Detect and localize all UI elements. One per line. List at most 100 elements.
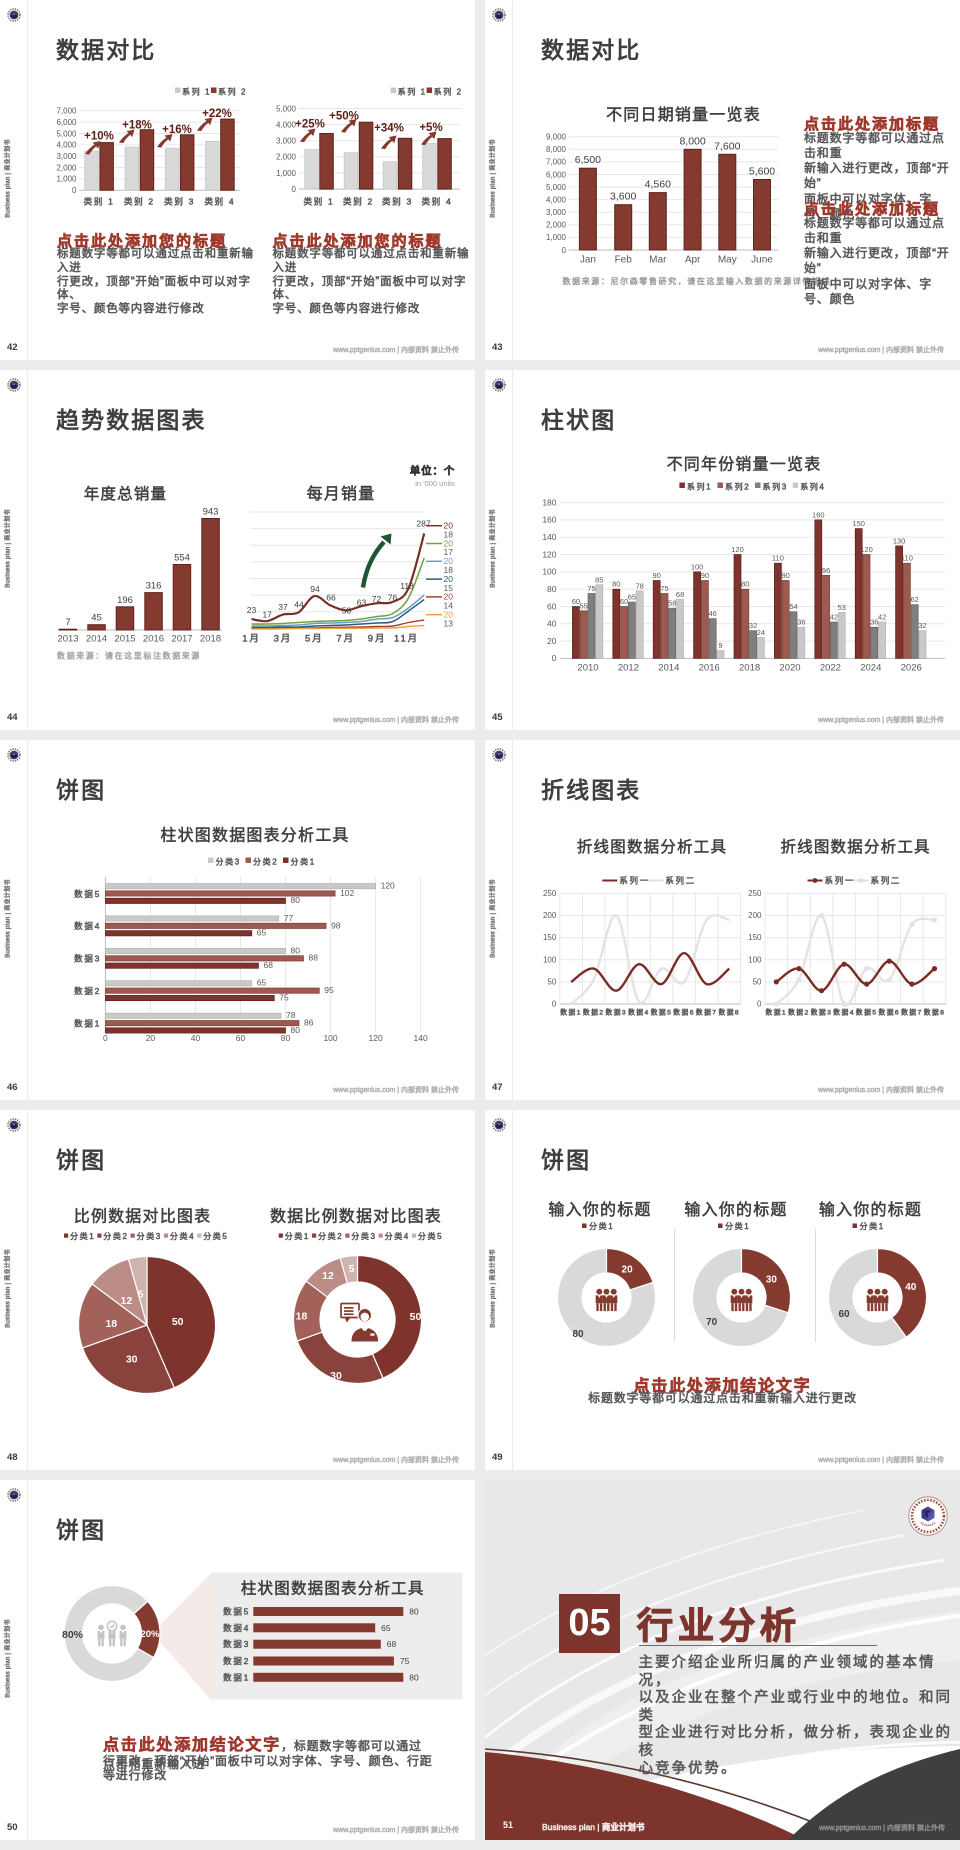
svg-text:3月: 3月 (274, 634, 293, 645)
svg-text:17: 17 (444, 547, 454, 557)
svg-text:0: 0 (103, 1033, 108, 1043)
svg-text:50: 50 (342, 606, 352, 616)
svg-text:2018: 2018 (200, 634, 221, 645)
svg-text:数据7: 数据7 (696, 1008, 718, 1017)
svg-text:系列4: 系列4 (800, 482, 825, 492)
svg-text:分类1: 分类1 (70, 1231, 95, 1241)
svg-text:100: 100 (691, 562, 704, 571)
svg-text:数据1: 数据1 (560, 1008, 582, 1017)
svg-text:类别 4: 类别 4 (422, 197, 453, 207)
svg-text:5: 5 (138, 1289, 144, 1301)
svg-text:比例数据对比图表: 比例数据对比图表 (74, 1208, 212, 1226)
svg-text:45: 45 (91, 613, 102, 624)
svg-text:3,600: 3,600 (610, 191, 636, 203)
svg-text:3,000: 3,000 (546, 208, 567, 217)
svg-text:0: 0 (552, 653, 557, 663)
svg-text:196: 196 (117, 595, 133, 606)
svg-text:18: 18 (296, 1311, 308, 1323)
svg-text:分类1: 分类1 (285, 1231, 310, 1241)
svg-text:数据1: 数据1 (766, 1008, 788, 1017)
svg-text:90: 90 (701, 571, 709, 580)
svg-text:分类2: 分类2 (103, 1231, 128, 1241)
svg-text:24: 24 (757, 628, 765, 637)
svg-text:100: 100 (323, 1033, 337, 1043)
svg-text:68: 68 (387, 1639, 397, 1649)
svg-text:140: 140 (414, 1033, 428, 1043)
svg-text:2016: 2016 (143, 634, 164, 645)
svg-text:200: 200 (748, 911, 762, 920)
svg-text:1,000: 1,000 (56, 175, 77, 184)
svg-text:110: 110 (901, 554, 913, 563)
svg-text:20: 20 (444, 592, 454, 602)
svg-text:9,000: 9,000 (546, 133, 567, 142)
svg-text:46: 46 (709, 609, 717, 618)
svg-text:数据3: 数据3 (223, 1639, 250, 1649)
svg-text:30: 30 (330, 1370, 342, 1382)
svg-text:5月: 5月 (305, 634, 324, 645)
svg-text:23: 23 (247, 605, 257, 615)
svg-text:2017: 2017 (171, 634, 192, 645)
svg-text:2014: 2014 (658, 663, 679, 674)
svg-text:68: 68 (676, 590, 684, 599)
svg-text:输入你的标题: 输入你的标题 (819, 1201, 922, 1219)
svg-text:80: 80 (572, 1329, 584, 1340)
svg-text:80: 80 (291, 945, 301, 955)
svg-text:Mar: Mar (649, 255, 667, 266)
svg-text:Feb: Feb (615, 255, 633, 266)
svg-text:42: 42 (830, 613, 838, 622)
svg-text:分类5: 分类5 (203, 1231, 228, 1241)
svg-text:120: 120 (731, 545, 744, 554)
svg-text:32: 32 (918, 621, 926, 630)
svg-text:类别 2: 类别 2 (343, 197, 374, 207)
svg-text:943: 943 (203, 507, 219, 518)
svg-text:数据4: 数据4 (833, 1008, 855, 1017)
svg-text:80%: 80% (62, 1629, 84, 1641)
svg-text:60: 60 (547, 601, 557, 611)
svg-text:120: 120 (860, 545, 873, 554)
svg-text:数据2: 数据2 (788, 1008, 810, 1017)
svg-text:60: 60 (620, 597, 628, 606)
svg-text:118: 118 (400, 581, 414, 591)
svg-text:Apr: Apr (685, 255, 701, 266)
svg-text:数据2: 数据2 (74, 986, 101, 996)
svg-text:数据5: 数据5 (223, 1607, 250, 1617)
svg-text:1,000: 1,000 (276, 169, 297, 178)
svg-text:分类1: 分类1 (291, 857, 316, 867)
svg-text:系列二: 系列二 (665, 876, 696, 886)
svg-text:分类3: 分类3 (137, 1231, 162, 1241)
svg-text:8,000: 8,000 (546, 145, 567, 154)
svg-text:May: May (718, 255, 737, 266)
svg-text:88: 88 (309, 953, 319, 963)
svg-text:数据1: 数据1 (223, 1672, 250, 1682)
svg-text:100: 100 (542, 567, 556, 577)
svg-text:160: 160 (812, 510, 825, 519)
svg-text:95: 95 (324, 985, 334, 995)
svg-text:单位：个: 单位：个 (410, 464, 455, 477)
svg-text:分类1: 分类1 (725, 1221, 750, 1231)
svg-text:2020: 2020 (779, 663, 800, 674)
svg-text:554: 554 (174, 553, 190, 564)
svg-text:输入你的标题: 输入你的标题 (548, 1201, 651, 1219)
svg-text:4,560: 4,560 (645, 179, 671, 191)
svg-text:4,000: 4,000 (56, 141, 77, 150)
svg-text:65: 65 (257, 928, 267, 938)
svg-text:柱状图数据图表分析工具: 柱状图数据图表分析工具 (241, 1580, 425, 1598)
svg-text:年度总销量: 年度总销量 (84, 485, 168, 503)
svg-text:2024: 2024 (860, 663, 881, 674)
svg-text:+34%: +34% (374, 123, 404, 135)
svg-text:86: 86 (304, 1017, 314, 1027)
svg-text:系列 1: 系列 1 (182, 87, 211, 97)
svg-text:150: 150 (852, 519, 865, 528)
svg-text:1月: 1月 (242, 634, 261, 645)
svg-text:40: 40 (905, 1282, 917, 1293)
svg-text:78: 78 (286, 1010, 296, 1020)
svg-text:8,000: 8,000 (679, 135, 705, 147)
svg-text:50: 50 (547, 977, 556, 986)
svg-text:数据4: 数据4 (223, 1623, 250, 1633)
svg-text:20: 20 (547, 636, 557, 646)
svg-text:60: 60 (838, 1309, 850, 1320)
svg-text:66: 66 (326, 593, 336, 603)
svg-text:78: 78 (636, 581, 644, 590)
svg-text:0: 0 (552, 1000, 557, 1009)
svg-text:系列 2: 系列 2 (434, 87, 463, 97)
